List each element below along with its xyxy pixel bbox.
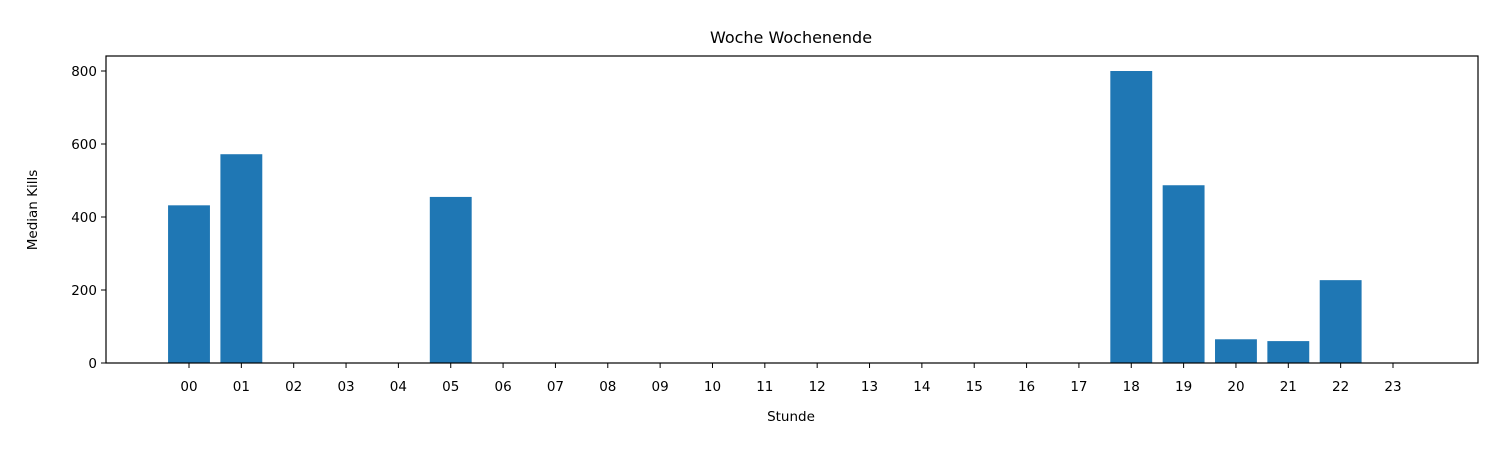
x-tick-label-02: 02 — [285, 379, 302, 395]
x-tick-label-22: 22 — [1332, 379, 1349, 395]
x-tick-label-00: 00 — [180, 379, 197, 395]
x-tick-label-13: 13 — [861, 379, 878, 395]
x-tick-label-14: 14 — [913, 379, 930, 395]
plot-frame — [105, 55, 1479, 364]
bar-19 — [1162, 185, 1205, 363]
chart-title: Woche Wochenende — [710, 28, 872, 47]
bar-21 — [1267, 341, 1310, 363]
x-tick-label-05: 05 — [442, 379, 459, 395]
y-tick-label-400: 400 — [71, 210, 97, 226]
x-tick-label-20: 20 — [1227, 379, 1244, 395]
x-tick-label-19: 19 — [1175, 379, 1192, 395]
x-tick-label-21: 21 — [1280, 379, 1297, 395]
bar-05 — [429, 196, 472, 363]
x-axis-ticks: 00 01 02 03 04 05 06 07 08 09 10 11 12 13 14 15 16 17 18 19… — [180, 363, 1402, 395]
x-tick-label-23: 23 — [1384, 379, 1401, 395]
x-tick-label-17: 17 — [1070, 379, 1087, 395]
y-tick-label-200: 200 — [71, 283, 97, 299]
x-tick-label-10: 10 — [704, 379, 721, 395]
bar-20 — [1215, 339, 1257, 363]
x-tick-label-11: 11 — [756, 379, 773, 395]
y-tick-label-600: 600 — [71, 137, 97, 153]
x-tick-label-03: 03 — [337, 379, 354, 395]
x-tick-label-12: 12 — [809, 379, 826, 395]
x-axis-title: Stunde — [767, 409, 815, 425]
x-tick-label-09: 09 — [652, 379, 669, 395]
x-tick-label-01: 01 — [233, 379, 250, 395]
bar-01 — [220, 154, 263, 363]
bar-00 — [168, 205, 210, 363]
y-tick-label-0: 0 — [88, 356, 97, 372]
x-tick-label-04: 04 — [390, 379, 407, 395]
x-tick-label-18: 18 — [1123, 379, 1140, 395]
x-tick-label-08: 08 — [599, 379, 616, 395]
x-tick-label-07: 07 — [547, 379, 564, 395]
x-tick-label-16: 16 — [1018, 379, 1035, 395]
y-axis-title: Median Kills — [25, 170, 41, 251]
y-axis-ticks: 0 200 400 600 800 — [71, 64, 106, 372]
y-tick-label-800: 800 — [71, 64, 97, 80]
bar-18 — [1110, 71, 1153, 363]
bars-group — [168, 71, 1362, 363]
x-tick-label-15: 15 — [966, 379, 983, 395]
bar-22 — [1319, 280, 1362, 363]
x-tick-label-06: 06 — [494, 379, 511, 395]
